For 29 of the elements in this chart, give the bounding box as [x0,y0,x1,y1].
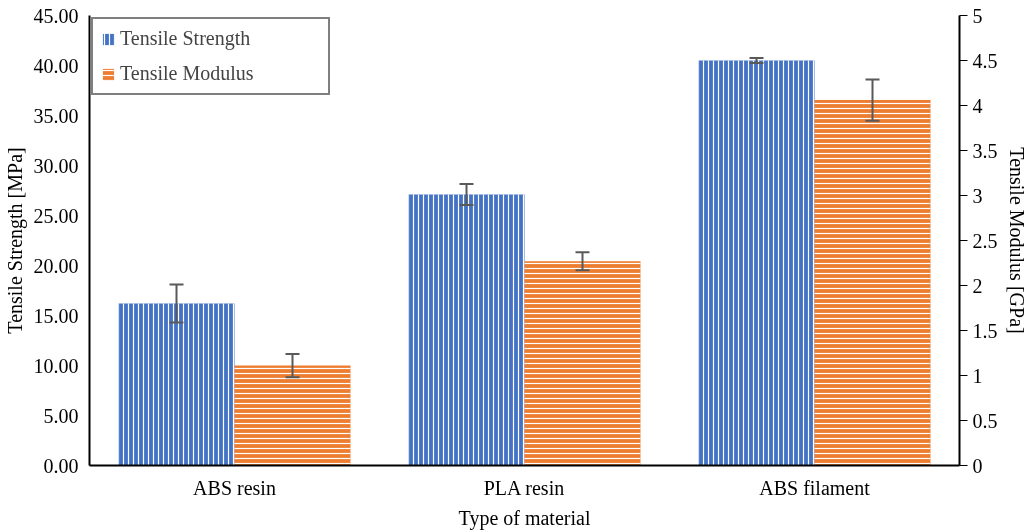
y2-tick-label: 2 [972,274,983,297]
y-tick-label: 10.00 [33,354,79,377]
y2-tick-label: 3 [972,184,983,207]
x-tick-label: PLA resin [483,476,565,499]
y2-tick-label: 5 [972,4,983,27]
x-tick-label: ABS filament [759,476,871,499]
y2-tick-label: 4 [972,94,983,117]
legend-label: Tensile Strength [120,27,252,50]
y2-tick-label: 0.5 [972,409,998,432]
y2-tick-label: 3.5 [972,139,998,162]
legend-label: Tensile Modulus [120,62,255,85]
y2-tick-label: 1.5 [972,319,998,342]
x-tick-label: ABS resin [193,476,276,499]
y-tick-label: 45.00 [33,4,79,27]
y2-tick-label: 2.5 [972,229,998,252]
y2-tick-label: 0 [972,454,983,477]
y-tick-label: 35.00 [33,104,79,127]
y-tick-label: 0.00 [43,454,79,477]
x-axis-title: Type of material [458,506,591,530]
y-tick-label: 40.00 [33,54,79,77]
y2-tick-label: 1 [972,364,983,387]
y-tick-label: 20.00 [33,254,79,277]
y2-axis-title: Tensile Modulus [GPa] [1005,147,1028,334]
y-axis-title: Tensile Strength [MPa] [3,147,27,334]
y-tick-label: 30.00 [33,154,79,177]
y-tick-label: 25.00 [33,204,79,227]
y-tick-label: 15.00 [33,304,79,327]
y2-tick-label: 4.5 [972,49,998,72]
y-tick-label: 5.00 [43,404,79,427]
